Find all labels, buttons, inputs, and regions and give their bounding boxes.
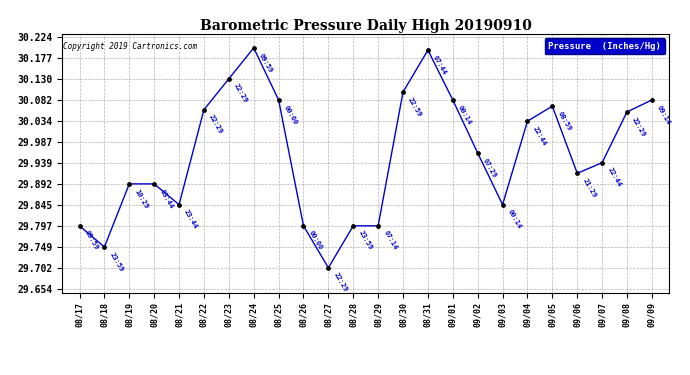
Text: 23:59: 23:59 [108,251,124,273]
Point [647,97,658,103]
Point [248,45,259,51]
Text: 23:44: 23:44 [184,209,199,230]
Point [497,202,508,208]
Point [373,223,384,229]
Point [273,97,284,103]
Text: 23:59: 23:59 [357,230,373,251]
Text: 22:29: 22:29 [233,83,249,104]
Title: Barometric Pressure Daily High 20190910: Barometric Pressure Daily High 20190910 [200,19,531,33]
Text: 22:29: 22:29 [333,272,348,293]
Point [572,170,583,176]
Text: 07:29: 07:29 [482,157,497,178]
Text: 07:44: 07:44 [432,54,448,76]
Point [224,76,235,82]
Point [622,109,633,115]
Point [74,223,85,229]
Point [447,97,458,103]
Text: 22:59: 22:59 [407,96,423,118]
Text: 09:59: 09:59 [258,52,274,74]
Text: 22:44: 22:44 [607,167,622,188]
Point [522,118,533,124]
Text: 22:29: 22:29 [631,116,647,138]
Point [546,103,558,109]
Point [174,202,185,208]
Text: 09:14: 09:14 [656,104,672,126]
Text: 00:14: 00:14 [457,104,473,126]
Text: 00:00: 00:00 [283,104,299,126]
Point [298,223,309,229]
Text: 22:44: 22:44 [531,125,547,147]
Text: 22:29: 22:29 [208,114,224,135]
Text: 00:14: 00:14 [506,209,522,230]
Point [397,89,408,95]
Text: 21:29: 21:29 [582,177,598,199]
Point [124,181,135,187]
Text: 08:59: 08:59 [557,110,572,132]
Point [199,107,210,113]
Point [148,181,159,187]
Point [597,160,608,166]
Point [472,150,483,156]
Point [99,244,110,250]
Point [323,265,334,271]
Point [422,47,433,53]
Text: 00:00: 00:00 [308,230,324,251]
Text: 10:29: 10:29 [133,188,149,210]
Text: 07:14: 07:14 [382,230,398,251]
Point [348,223,359,229]
Text: 03:44: 03:44 [158,188,174,210]
Text: 09:59: 09:59 [83,230,99,251]
Legend: Pressure  (Inches/Hg): Pressure (Inches/Hg) [544,38,664,54]
Text: Copyright 2019 Cartronics.com: Copyright 2019 Cartronics.com [63,42,197,51]
